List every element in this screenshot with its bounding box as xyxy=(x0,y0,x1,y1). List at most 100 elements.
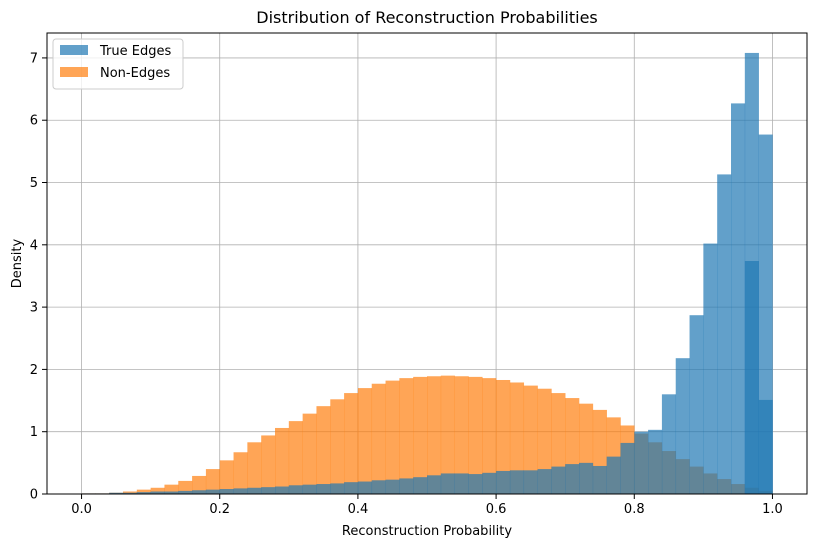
histogram-bar xyxy=(523,470,538,494)
x-tick-label: 0.0 xyxy=(71,502,92,517)
histogram-bar xyxy=(537,388,552,494)
histogram-bar xyxy=(247,442,262,494)
histogram-bar xyxy=(468,376,483,494)
histogram-bar xyxy=(150,487,165,494)
histogram-bar xyxy=(496,379,511,494)
y-tick-label: 3 xyxy=(30,301,38,316)
histogram-bar xyxy=(717,174,732,495)
histogram-bar xyxy=(178,480,193,494)
histogram-bar xyxy=(523,385,538,494)
histogram-bar xyxy=(247,487,262,494)
x-tick-label: 0.8 xyxy=(624,502,645,517)
true-edges-bars xyxy=(81,52,773,495)
histogram-bar xyxy=(468,474,483,494)
x-tick-label: 0.6 xyxy=(486,502,507,517)
histogram-bar xyxy=(661,394,677,494)
histogram-bar xyxy=(330,483,345,494)
histogram-bar xyxy=(344,482,359,494)
histogram-bar xyxy=(371,480,386,494)
histogram-bar xyxy=(164,484,179,494)
histogram-bar xyxy=(648,429,663,494)
histogram-bar xyxy=(551,466,566,494)
legend-swatch-true-edges xyxy=(60,45,88,55)
y-tick-label: 7 xyxy=(30,51,38,66)
histogram-bar xyxy=(275,486,290,494)
histogram-bar xyxy=(344,393,359,494)
histogram-bar xyxy=(440,375,455,494)
histogram-bar xyxy=(219,489,234,494)
histogram-bar xyxy=(440,473,455,494)
histogram-bar xyxy=(496,470,511,494)
histogram-bar xyxy=(427,475,442,494)
histogram-bar xyxy=(385,380,400,494)
histogram-bar xyxy=(509,470,525,494)
histogram-bar xyxy=(634,431,649,494)
grid-lines xyxy=(47,33,807,495)
histogram-bar xyxy=(150,491,165,494)
histogram-bar xyxy=(482,378,497,494)
histogram-bar xyxy=(413,376,428,494)
histogram-bar xyxy=(537,469,552,494)
histogram-bar xyxy=(744,261,759,494)
histogram-bar xyxy=(192,490,207,494)
histogram-bar xyxy=(357,481,373,494)
histogram-bar xyxy=(620,442,635,494)
legend-label-non-edges: Non-Edges xyxy=(100,66,170,81)
histogram-bar xyxy=(509,382,525,494)
histogram-bar xyxy=(454,376,469,494)
histogram-bar xyxy=(427,376,442,494)
histogram-bar xyxy=(482,472,497,494)
y-tick-label: 2 xyxy=(30,363,38,378)
chart-title: Distribution of Reconstruction Probabili… xyxy=(256,8,598,27)
histogram-bar xyxy=(385,479,400,494)
histogram-bar xyxy=(192,475,207,494)
histogram-bar xyxy=(592,465,607,494)
histogram-bar xyxy=(136,492,151,494)
x-tick-label: 0.2 xyxy=(209,502,230,517)
histogram-bar xyxy=(275,427,290,494)
histogram-bar xyxy=(703,243,718,494)
histogram-bar xyxy=(109,492,124,494)
x-tick-label: 0.4 xyxy=(348,502,369,517)
y-tick-label: 4 xyxy=(30,238,38,253)
histogram-bar xyxy=(330,399,345,494)
histogram-bar xyxy=(399,378,414,494)
histogram-bar xyxy=(399,478,414,494)
histogram-bar xyxy=(731,103,746,495)
legend: True Edges Non-Edges xyxy=(52,38,184,90)
histogram-bar xyxy=(205,489,221,494)
x-axis-label: Reconstruction Probability xyxy=(342,524,512,539)
histogram-bar xyxy=(758,399,773,494)
histogram-bar xyxy=(261,435,276,494)
histogram-bar xyxy=(178,490,193,494)
y-axis-label: Density xyxy=(10,238,25,288)
histogram-bar xyxy=(288,421,303,494)
x-tick-label: 1.0 xyxy=(762,502,783,517)
histogram-bar xyxy=(413,477,428,494)
y-axis-ticks: 0 1 2 3 4 5 6 7 xyxy=(30,51,47,503)
y-tick-label: 5 xyxy=(30,176,38,191)
histogram-bar xyxy=(302,484,317,494)
x-axis-ticks: 0.0 0.2 0.4 0.6 0.8 1.0 xyxy=(71,494,783,517)
histogram-bar xyxy=(205,469,221,494)
histogram-bar xyxy=(454,473,469,494)
histogram-bar xyxy=(164,491,179,494)
histogram-bar xyxy=(233,488,248,494)
y-tick-label: 0 xyxy=(30,488,38,503)
y-tick-label: 6 xyxy=(30,114,38,129)
histogram-bar xyxy=(219,460,234,494)
histogram-bar xyxy=(136,489,151,494)
histogram-bar xyxy=(675,358,690,494)
histogram-bar xyxy=(288,485,303,494)
histogram-bar xyxy=(371,383,386,494)
histogram-bar xyxy=(606,456,621,494)
histogram-bar xyxy=(357,388,373,494)
histogram-bar xyxy=(233,452,248,494)
histogram-bar xyxy=(689,315,704,494)
histogram-bar xyxy=(565,464,580,494)
histogram-bar xyxy=(316,406,331,494)
legend-label-true-edges: True Edges xyxy=(99,44,171,59)
histogram-bar xyxy=(123,492,138,494)
histogram-bar xyxy=(261,487,276,494)
